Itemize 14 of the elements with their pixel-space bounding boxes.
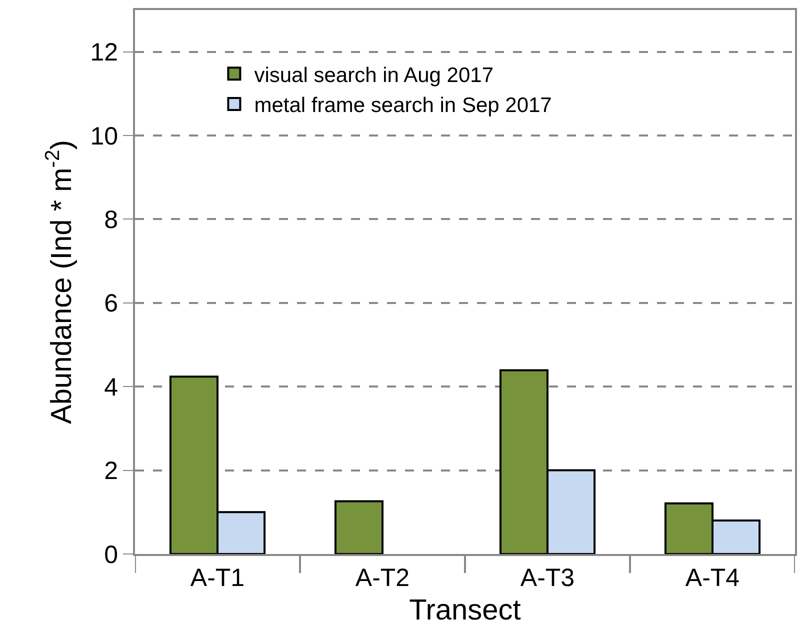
y-tick-label: 6 bbox=[104, 290, 118, 318]
x-tick-label: A-T2 bbox=[355, 564, 410, 592]
x-tick-label: A-T3 bbox=[520, 564, 575, 592]
x-axis-title: Transect bbox=[409, 594, 521, 626]
y-tick-label: 12 bbox=[90, 38, 118, 67]
legend-label: visual search in Aug 2017 bbox=[254, 64, 494, 87]
y-tick-label: 10 bbox=[90, 122, 118, 150]
y-tick-label: 0 bbox=[104, 540, 118, 569]
legend-label: metal frame search in Sep 2017 bbox=[254, 94, 552, 118]
x-tick-label: A-T1 bbox=[190, 564, 245, 592]
y-tick-label: 4 bbox=[104, 373, 118, 402]
x-tick-label: A-T4 bbox=[685, 564, 740, 592]
y-tick-label: 2 bbox=[104, 457, 118, 486]
y-tick-label: 8 bbox=[104, 206, 118, 234]
